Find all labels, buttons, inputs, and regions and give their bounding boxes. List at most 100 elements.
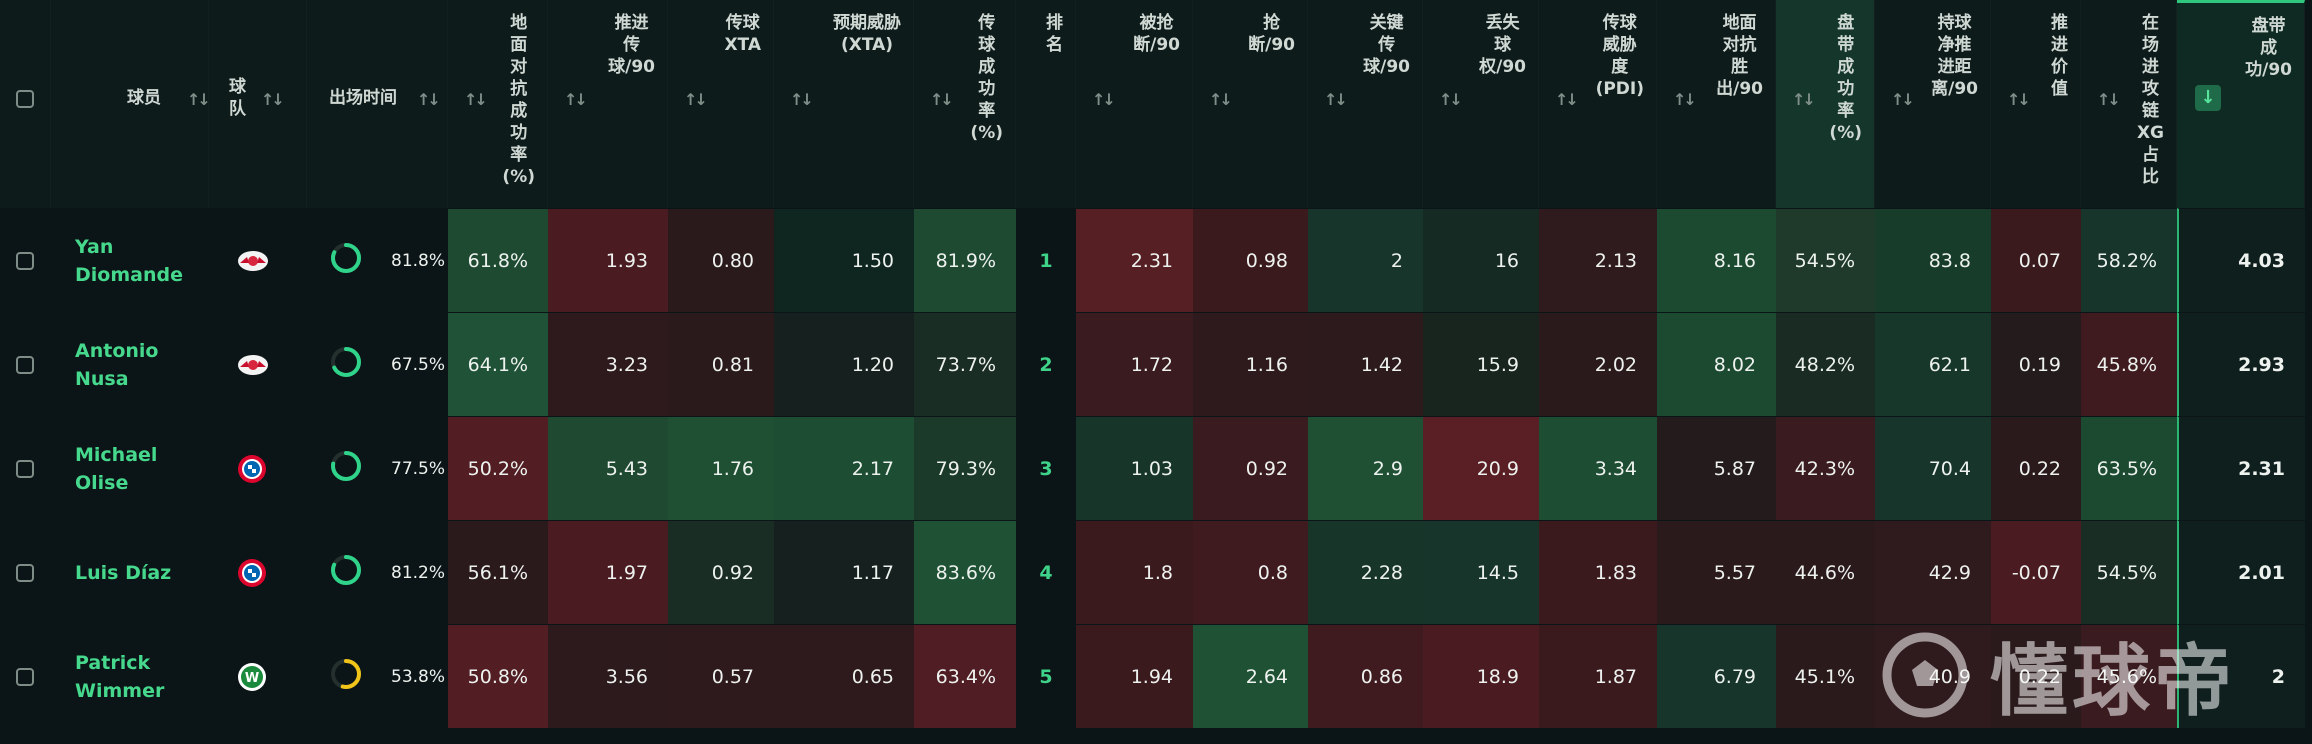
- row-checkbox[interactable]: [16, 460, 34, 478]
- select-all-checkbox[interactable]: [16, 90, 34, 108]
- player-name[interactable]: Antonio Nusa: [51, 312, 209, 416]
- header-column-2[interactable]: 传球 XTA ↑↓: [668, 0, 774, 208]
- stat-value-11: 8.16: [1657, 208, 1776, 312]
- row-select-cell[interactable]: [0, 624, 51, 728]
- stat-value-11: 5.57: [1657, 520, 1776, 624]
- sort-updown-icon[interactable]: ↑↓: [1092, 90, 1116, 109]
- header-playing-time[interactable]: 出场时间 ↑↓: [307, 0, 448, 208]
- header-column-7[interactable]: 抢 断/90 ↑↓: [1193, 0, 1308, 208]
- stat-value-2: 0.80: [668, 208, 774, 312]
- sort-updown-icon[interactable]: ↑↓: [2007, 90, 2031, 109]
- sort-updown-icon[interactable]: ↑↓: [2097, 90, 2121, 109]
- playing-time-cell: 81.2%: [307, 520, 448, 624]
- stat-value-14: 0.22: [1991, 624, 2081, 728]
- stat-value-10: 2.13: [1539, 208, 1657, 312]
- team-badge-cell: W: [209, 624, 307, 728]
- svg-text:W: W: [245, 671, 259, 686]
- header-column-3[interactable]: 预期威胁 (XTA) ↑↓: [774, 0, 914, 208]
- sort-updown-icon[interactable]: ↑↓: [564, 90, 588, 109]
- header-column-6[interactable]: 被抢 断/90 ↑↓: [1076, 0, 1193, 208]
- stat-value-4: 79.3%: [914, 416, 1016, 520]
- row-select-cell[interactable]: [0, 416, 51, 520]
- rb-leipzig-badge-icon: [237, 248, 269, 274]
- sort-updown-icon[interactable]: ↑↓: [1792, 90, 1816, 109]
- sort-updown-icon[interactable]: ↑↓: [790, 90, 814, 109]
- stat-value-3: 1.20: [774, 312, 914, 416]
- stat-value-1: 1.93: [548, 208, 668, 312]
- sort-updown-icon[interactable]: ↑↓: [1209, 90, 1233, 109]
- stat-value-4: 73.7%: [914, 312, 1016, 416]
- sort-updown-icon[interactable]: ↑↓: [930, 90, 954, 109]
- row-select-cell[interactable]: [0, 520, 51, 624]
- sort-updown-icon[interactable]: ↑↓: [1324, 90, 1348, 109]
- stat-value-7: 0.92: [1193, 416, 1308, 520]
- stat-value-2: 0.81: [668, 312, 774, 416]
- sort-updown-icon[interactable]: ↑↓: [684, 90, 708, 109]
- header-column-4[interactable]: 传 球 成 功 率 (%) ↑↓: [914, 0, 1016, 208]
- header-column-8[interactable]: 关键 传 球/90 ↑↓: [1308, 0, 1423, 208]
- header-column-15[interactable]: 在 场 进 攻 链 XG 占 比 ↑↓: [2081, 0, 2177, 208]
- row-checkbox[interactable]: [16, 564, 34, 582]
- row-checkbox[interactable]: [16, 252, 34, 270]
- header-column-10[interactable]: 传球 威胁 度 (PDI) ↑↓: [1539, 0, 1657, 208]
- stat-value-12: 54.5%: [1776, 208, 1875, 312]
- sort-updown-icon[interactable]: ↑↓: [1673, 90, 1697, 109]
- player-name[interactable]: Michael Olise: [51, 416, 209, 520]
- stat-value-4: 63.4%: [914, 624, 1016, 728]
- stat-value-12: 44.6%: [1776, 520, 1875, 624]
- sort-desc-icon[interactable]: ↓: [2195, 85, 2221, 111]
- team-badge-cell: [209, 208, 307, 312]
- sort-updown-icon[interactable]: ↑↓: [417, 90, 441, 109]
- header-time-label: 出场时间: [329, 88, 397, 108]
- stat-value-8: 2.28: [1308, 520, 1423, 624]
- header-column-label: 推进 传 球/90: [608, 13, 655, 77]
- playing-time-value: 53.8%: [391, 666, 446, 687]
- header-team-label: 球 队: [229, 77, 246, 119]
- playing-time-value: 81.8%: [391, 250, 446, 271]
- header-column-label: 关键 传 球/90: [1363, 13, 1410, 77]
- header-team[interactable]: 球 队 ↑↓: [209, 0, 307, 208]
- stat-value-6: 1.8: [1076, 520, 1193, 624]
- stat-value-4: 83.6%: [914, 520, 1016, 624]
- stat-value-9: 20.9: [1423, 416, 1539, 520]
- watermark: 懂球帝: [1880, 620, 2300, 730]
- sort-updown-icon[interactable]: ↑↓: [187, 90, 211, 109]
- stat-value-1: 1.97: [548, 520, 668, 624]
- stat-value-6: 2.31: [1076, 208, 1193, 312]
- stat-value-3: 1.17: [774, 520, 914, 624]
- player-name[interactable]: Patrick Wimmer: [51, 624, 209, 728]
- header-column-label: 传 球 成 功 率 (%): [970, 13, 1003, 143]
- playing-time-value: 77.5%: [391, 458, 446, 479]
- header-column-11[interactable]: 地面 对抗 胜 出/90 ↑↓: [1657, 0, 1776, 208]
- sort-updown-icon[interactable]: ↑↓: [1891, 90, 1915, 109]
- header-column-label: 在 场 进 攻 链 XG 占 比: [2136, 13, 2164, 187]
- player-name[interactable]: Luis Díaz: [51, 520, 209, 624]
- row-checkbox[interactable]: [16, 668, 34, 686]
- header-column-5[interactable]: 排 名: [1016, 0, 1076, 208]
- sort-updown-icon[interactable]: ↑↓: [1555, 90, 1579, 109]
- sort-updown-icon[interactable]: ↑↓: [464, 90, 488, 109]
- stat-value-14: 0.07: [1991, 208, 2081, 312]
- header-column-14[interactable]: 推 进 价 值 ↑↓: [1991, 0, 2081, 208]
- header-column-0[interactable]: 地 面 对 抗 成 功 率 (%) ↑↓: [448, 0, 548, 208]
- stat-value-16: 2.01: [2177, 520, 2305, 624]
- row-select-cell[interactable]: [0, 208, 51, 312]
- sort-updown-icon[interactable]: ↑↓: [261, 90, 285, 109]
- team-badge-cell: [209, 416, 307, 520]
- header-column-12[interactable]: 盘 带 成 功 率 (%) ↑↓: [1776, 0, 1875, 208]
- player-name[interactable]: Yan Diomande: [51, 208, 209, 312]
- header-column-9[interactable]: 丢失 球 权/90 ↑↓: [1423, 0, 1539, 208]
- playing-time-value: 81.2%: [391, 562, 446, 583]
- stat-value-14: 0.19: [1991, 312, 2081, 416]
- sort-updown-icon[interactable]: ↑↓: [1439, 90, 1463, 109]
- header-player[interactable]: 球员 ↑↓: [51, 0, 211, 208]
- row-checkbox[interactable]: [16, 356, 34, 374]
- header-column-16[interactable]: 盘带 成 功/90 ↓: [2177, 0, 2305, 208]
- stat-value-7: 0.98: [1193, 208, 1308, 312]
- header-column-label: 地 面 对 抗 成 功 率 (%): [502, 13, 535, 187]
- header-column-13[interactable]: 持球 净推 进距 离/90 ↑↓: [1875, 0, 1991, 208]
- header-select-all-cell[interactable]: [0, 0, 51, 208]
- stat-value-0: 64.1%: [448, 312, 548, 416]
- header-column-1[interactable]: 推进 传 球/90 ↑↓: [548, 0, 668, 208]
- row-select-cell[interactable]: [0, 312, 51, 416]
